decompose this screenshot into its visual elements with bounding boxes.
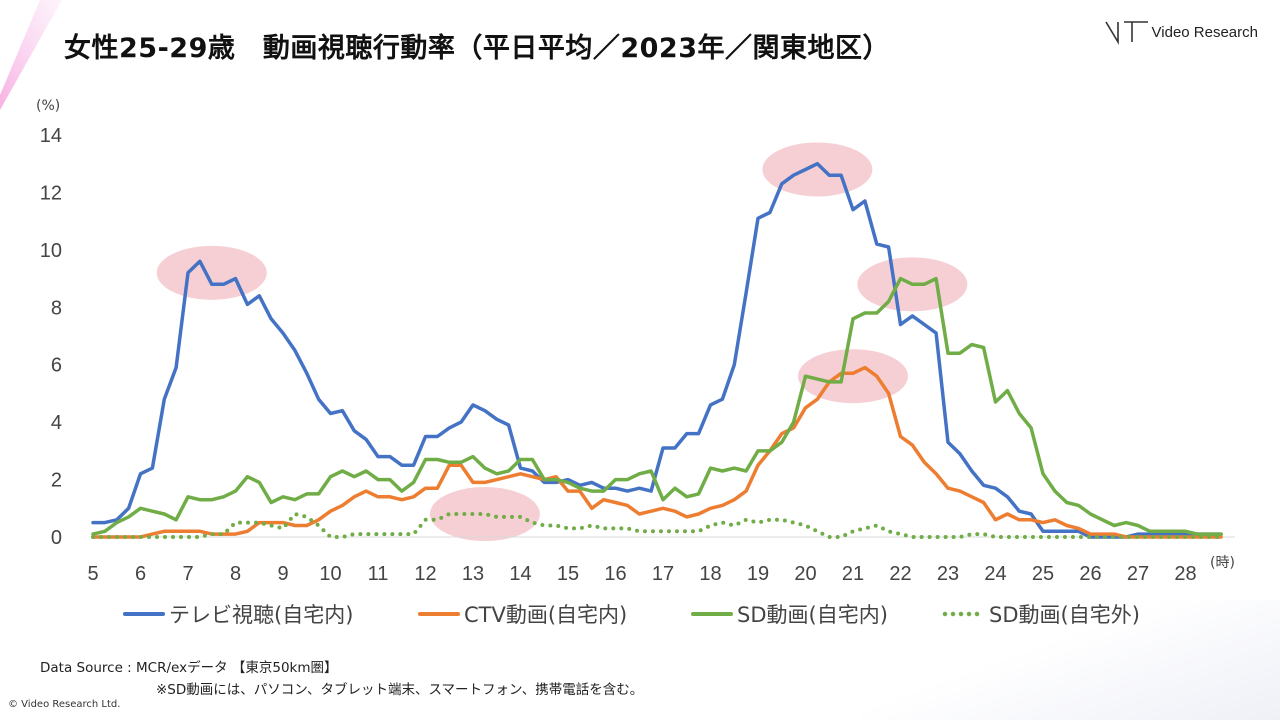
- x-tick-label: 27: [1127, 563, 1149, 585]
- y-tick-label: 12: [40, 182, 62, 204]
- x-tick-label: 15: [557, 563, 579, 585]
- x-tick-label: 10: [319, 563, 341, 585]
- series-line-0: [91, 161, 1223, 539]
- bottom-decoration: [860, 600, 1280, 720]
- legend-label-0: テレビ視聴(自宅内): [169, 603, 353, 627]
- y-tick-label: 6: [51, 355, 62, 377]
- x-tick-label: 19: [747, 563, 769, 585]
- y-tick-label: 2: [51, 470, 62, 492]
- x-tick-label: 24: [984, 563, 1006, 585]
- x-tick-label: 23: [937, 563, 959, 585]
- y-tick-label: 4: [51, 412, 62, 434]
- x-tick-label: 12: [414, 563, 436, 585]
- y-tick-label: 8: [51, 297, 62, 319]
- x-tick-label: 22: [889, 563, 911, 585]
- y-tick-label: 0: [51, 527, 62, 549]
- brand-logo: Video Research: [1104, 18, 1258, 46]
- series-line-1: [91, 365, 1223, 539]
- x-tick-label: 6: [135, 563, 146, 585]
- x-tick-label: 9: [277, 563, 288, 585]
- x-axis-unit: (時): [1210, 555, 1235, 571]
- y-tick-label: 14: [40, 125, 62, 147]
- x-tick-label: 7: [182, 563, 193, 585]
- x-tick-label: 20: [794, 563, 816, 585]
- x-tick-label: 11: [368, 563, 389, 585]
- x-tick-label: 26: [1079, 563, 1101, 585]
- x-tick-label: 21: [842, 563, 864, 585]
- series-line-2: [91, 276, 1223, 536]
- x-tick-label: 17: [652, 563, 674, 585]
- footnote: ※SD動画には、パソコン、タブレット端末、スマートフォン、携帯電話を含む。: [156, 682, 644, 698]
- corner-decoration: [0, 0, 62, 110]
- x-tick-label: 14: [509, 563, 531, 585]
- x-tick-label: 28: [1174, 563, 1196, 585]
- logo-mark-icon: [1104, 21, 1148, 45]
- x-tick-label: 18: [699, 563, 721, 585]
- x-tick-label: 25: [1032, 563, 1054, 585]
- highlight-ellipse-0: [156, 245, 267, 300]
- legend-label-2: SD動画(自宅内): [737, 603, 888, 627]
- y-axis-unit: (%): [36, 98, 60, 114]
- highlight-ellipse-4: [798, 349, 908, 404]
- x-tick-label: 16: [604, 563, 626, 585]
- legend-label-1: CTV動画(自宅内): [464, 603, 627, 627]
- logo-text: Video Research: [1151, 23, 1258, 41]
- series-line-3: [91, 512, 1224, 539]
- copyright: © Video Research Ltd.: [8, 699, 121, 710]
- highlight-ellipse-1: [429, 487, 540, 542]
- data-source: Data Source : MCR/exデータ 【東京50km圏】: [40, 660, 338, 676]
- x-tick-label: 13: [462, 563, 484, 585]
- y-tick-label: 10: [40, 240, 62, 262]
- page-title: 女性25-29歳 動画視聴行動率（平日平均／2023年／関東地区）: [64, 33, 890, 64]
- x-tick-label: 8: [230, 563, 241, 585]
- x-tick-label: 5: [87, 563, 98, 585]
- legend-label-3: SD動画(自宅外): [989, 603, 1140, 627]
